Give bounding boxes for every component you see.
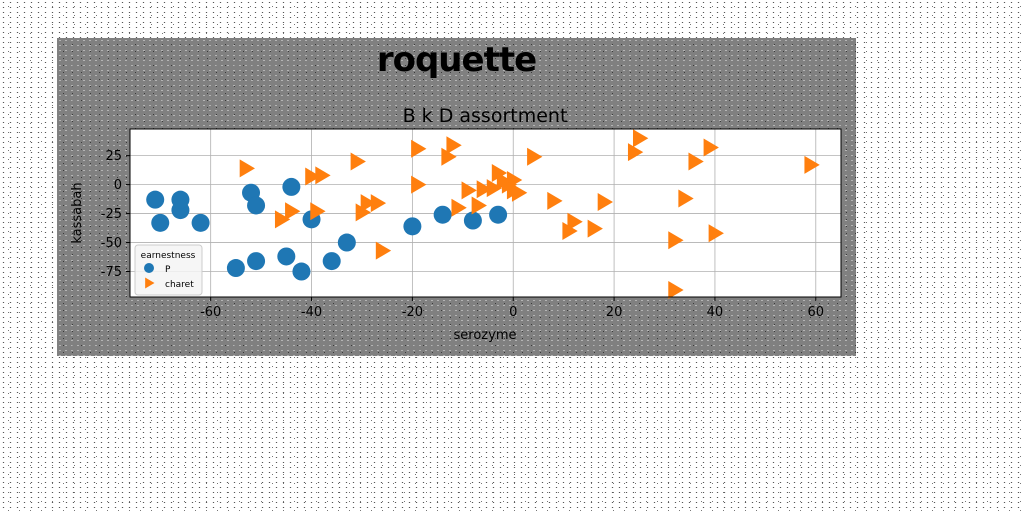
data-point-charet [411, 139, 427, 158]
data-point-p [277, 247, 296, 266]
plot-frame [129, 128, 842, 298]
data-point-p [489, 205, 508, 224]
data-point-charet [703, 138, 719, 157]
data-point-charet [668, 231, 684, 250]
data-point-p [282, 177, 301, 196]
data-point-p [226, 259, 245, 278]
scatter-chart: B k D assortment -60 -40 -20 0 20 40 60250-25-… [70, 105, 842, 343]
data-point-p [433, 205, 452, 224]
data-point-p [247, 252, 266, 271]
data-point-charet [305, 167, 321, 186]
plot-area [129, 128, 842, 298]
data-point-charet [285, 202, 301, 221]
data-point-charet [476, 180, 492, 199]
data-point-charet [678, 189, 694, 208]
y-tick-label: -50 [101, 236, 122, 251]
grid-lines [130, 129, 841, 297]
data-point-charet [274, 210, 291, 229]
chart-figure: roquette B k D assortment -60 -40 -20 0 20 40… [57, 38, 856, 356]
data-point-charet [587, 219, 603, 238]
legend-marker-p [144, 263, 154, 273]
data-point-charet [511, 183, 528, 202]
data-point-charet [315, 166, 331, 185]
data-point-charet [668, 281, 684, 300]
legend-title: earnestness [141, 251, 196, 261]
data-point-charet [567, 212, 583, 231]
data-point-charet [451, 198, 467, 217]
data-point-charet [547, 191, 563, 210]
x-tick-label: 20 [606, 305, 623, 320]
y-tick-label: -75 [101, 265, 122, 280]
x-tick-label: -20 [402, 305, 423, 320]
data-point-p [191, 213, 210, 232]
data-point-charet [597, 192, 613, 211]
data-point-charet [446, 136, 462, 155]
data-point-charet [527, 147, 543, 166]
data-point-charet [310, 202, 326, 221]
data-point-p [151, 213, 170, 232]
data-point-charet [688, 152, 704, 171]
data-point-p [292, 262, 311, 281]
data-point-charet [441, 147, 457, 166]
data-points [146, 129, 820, 300]
data-point-charet [375, 241, 392, 260]
y-tick-label: 0 [114, 178, 122, 193]
data-point-charet [627, 143, 644, 162]
data-point-p [463, 211, 482, 230]
data-point-p [403, 217, 422, 236]
x-axis-label: serozyme [454, 328, 517, 343]
y-tick-label: 25 [105, 149, 122, 164]
x-tick-label: -40 [301, 305, 322, 320]
legend-marker-charet [145, 277, 155, 289]
data-point-charet [708, 224, 724, 243]
chart-suptitle: roquette [376, 40, 537, 80]
x-tick-label: -60 [200, 305, 221, 320]
data-point-charet [461, 181, 477, 200]
data-point-charet [562, 221, 578, 240]
chart-title: B k D assortment [403, 105, 568, 127]
data-point-charet [491, 164, 508, 183]
data-point-charet [804, 155, 820, 174]
data-point-charet [360, 194, 376, 213]
data-point-p [247, 196, 266, 215]
x-tick-label: 60 [808, 305, 825, 320]
x-tick-label: 0 [509, 305, 517, 320]
axis-ticks: -60 -40 -20 0 20 40 60 25 0 -25 -50 -75 [101, 149, 824, 320]
data-point-p [337, 233, 356, 252]
x-tick-label: 40 [707, 305, 724, 320]
data-point-charet [370, 194, 387, 213]
y-tick-label: -25 [101, 207, 122, 222]
data-point-charet [471, 196, 487, 215]
y-axis-label: kassabah [70, 182, 85, 243]
data-point-charet [350, 152, 366, 171]
legend-label: P [165, 265, 171, 275]
legend-label: charet [165, 280, 194, 290]
data-point-charet [486, 179, 503, 198]
data-point-p [171, 190, 190, 209]
data-point-charet [355, 203, 371, 222]
data-point-p [322, 252, 341, 271]
data-point-charet [411, 175, 427, 194]
data-point-p [146, 190, 165, 209]
data-point-charet [632, 129, 649, 148]
data-point-charet [239, 159, 255, 178]
